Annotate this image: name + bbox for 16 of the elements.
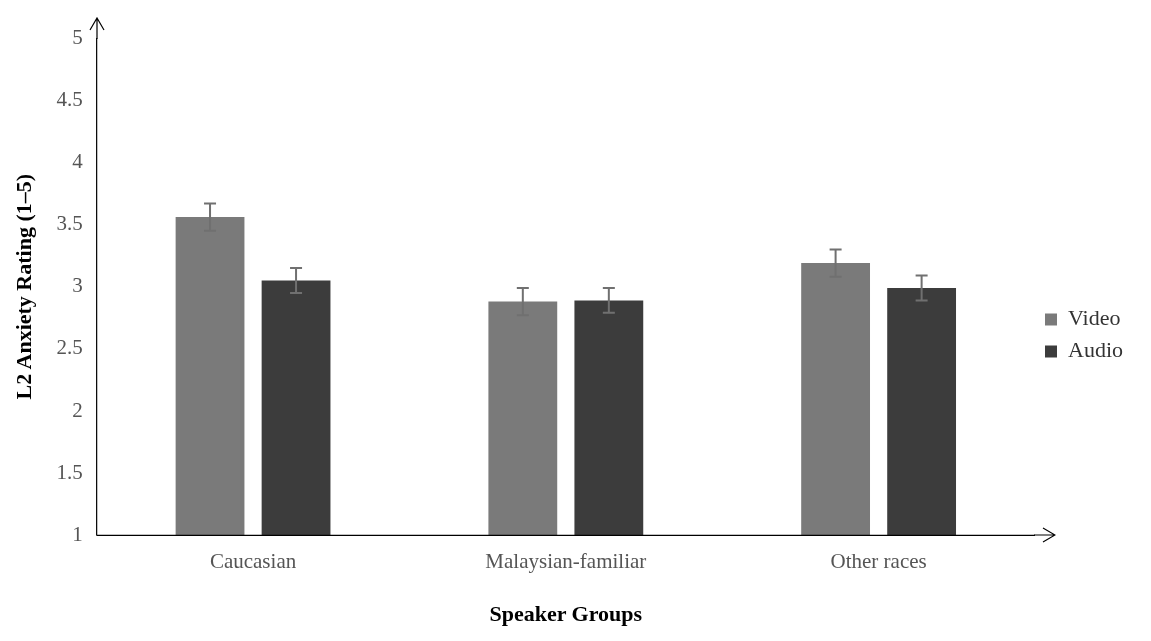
- x-tick-label: Caucasian: [209, 548, 297, 573]
- x-tick-label: Malaysian-familiar: [485, 548, 647, 573]
- y-tick-label: 3.5: [56, 211, 83, 236]
- y-tick-label: 2: [72, 397, 83, 422]
- y-axis-title: L2 Anxiety Rating (1–5): [10, 173, 36, 400]
- y-tick-label: 5: [72, 24, 83, 49]
- y-tick-label: 1.5: [56, 459, 83, 484]
- y-tick-label: 1: [72, 521, 83, 546]
- legend-label: Video: [1068, 305, 1121, 331]
- y-tick-label: 4: [72, 148, 84, 173]
- legend-label: Audio: [1068, 337, 1123, 363]
- y-tick-label: 3: [72, 273, 83, 298]
- y-tick-label: 2.5: [56, 335, 83, 360]
- y-tick-label: 4.5: [56, 86, 83, 111]
- x-axis-title: Speaker Groups: [489, 601, 643, 627]
- x-tick-label: Other races: [830, 548, 927, 573]
